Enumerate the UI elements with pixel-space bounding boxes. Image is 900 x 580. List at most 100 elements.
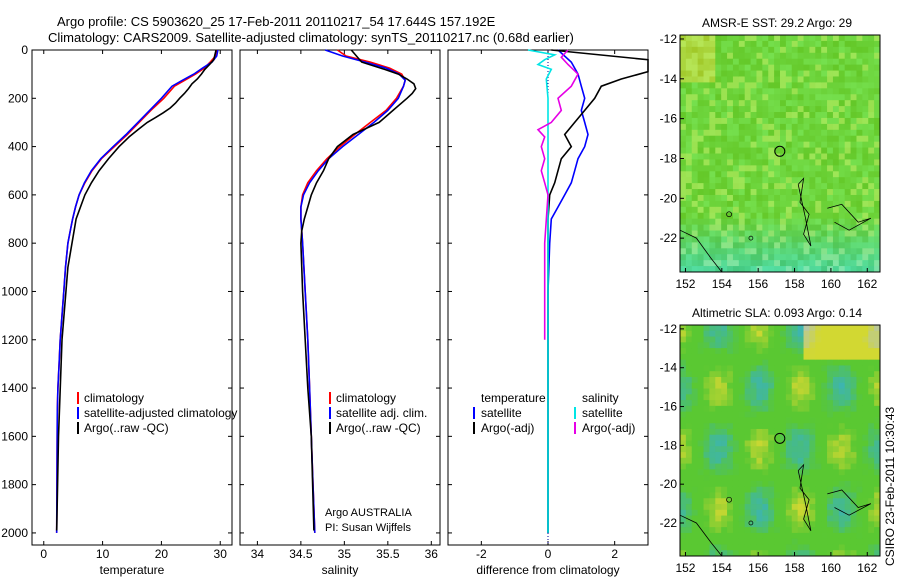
sst-map-cell [750, 141, 757, 149]
sla-map-cell [791, 382, 799, 390]
sst-map-cell [738, 135, 746, 143]
sst-map-cell [780, 117, 787, 125]
sst-map-cell [868, 171, 875, 178]
sla-map-ytick-label: -18 [660, 438, 678, 452]
sla-map-cell [780, 388, 787, 395]
sla-map-cell [703, 527, 710, 534]
sst-map-cell [874, 183, 881, 190]
sla-map-cell [721, 446, 728, 453]
sla-map-cell [727, 475, 734, 482]
sla-map-cell [827, 342, 834, 349]
sla-map-cell [685, 336, 693, 343]
sst-map-xtick-label: 152 [675, 277, 695, 291]
sla-map-cell [732, 353, 740, 361]
sst-map-cell [762, 260, 769, 267]
sla-map-cell [703, 388, 710, 395]
sla-map-cell [732, 359, 740, 366]
sst-map-cell [780, 52, 787, 60]
sla-map-cell [774, 405, 781, 413]
sst-map-cell [827, 129, 834, 137]
salinity-xtick-label: 35.5 [376, 547, 400, 561]
sst-map-cell [868, 58, 875, 66]
sst-map-cell [791, 230, 799, 237]
sst-map-cell [762, 212, 769, 220]
sst-map-cell [721, 117, 728, 125]
sst-map-cell [756, 58, 763, 66]
sla-map-cell [709, 348, 716, 355]
sla-map-cell [721, 538, 728, 545]
sst-map-cell [721, 212, 728, 220]
sst-map-cell [827, 159, 834, 166]
sst-map-cell [697, 206, 705, 214]
sla-map-cell [850, 504, 857, 511]
sst-map-cell [685, 123, 693, 131]
sla-map-cell [697, 434, 705, 442]
sla-map-cell [809, 388, 816, 395]
sla-map-cell [862, 405, 869, 413]
sla-map-cell [874, 428, 881, 436]
sst-map-cell [685, 70, 693, 77]
sla-map-cell [738, 394, 746, 401]
sla-map-cell [750, 452, 757, 459]
sla-map-cell [803, 532, 810, 540]
sst-map-cell [732, 135, 740, 143]
sst-map-cell [815, 212, 822, 220]
sst-map-cell [691, 194, 699, 202]
sst-map-cell [785, 46, 793, 54]
sla-map-cell [785, 538, 793, 545]
sla-map-cell [844, 452, 852, 459]
sla-map-cell [797, 342, 805, 349]
sst-map-cell [727, 76, 734, 83]
sla-map: 152 154 156 158 160 162-12-14-16-18-20-22 [660, 322, 881, 575]
sst-map-cell [874, 165, 881, 172]
sla-map-cell [715, 446, 722, 453]
sst-map-cell [756, 35, 763, 42]
sla-map-cell [709, 353, 716, 361]
sst-map-cell [727, 40, 734, 48]
sla-map-cell [844, 527, 852, 534]
sst-map-cell [838, 159, 846, 166]
sla-map-ytick-label: -12 [660, 322, 678, 336]
sla-map-cell [703, 423, 710, 430]
sla-map-cell [827, 480, 834, 488]
sla-map-cell [768, 348, 775, 355]
sst-map-cell [744, 236, 752, 243]
sst-map-cell [844, 218, 852, 226]
sst-map-cell [721, 230, 728, 237]
sla-map-cell [815, 527, 822, 534]
sla-map-cell [815, 405, 822, 413]
sla-map-cell [680, 411, 687, 418]
sst-map-cell [797, 248, 805, 255]
sst-map-cell [680, 58, 687, 66]
sla-map-cell [862, 348, 869, 355]
sla-map-cell [685, 365, 693, 372]
sst-map-cell [756, 200, 763, 208]
sst-map-cell [697, 230, 705, 237]
sst-map-cell [809, 40, 816, 48]
sst-map-cell [862, 218, 869, 226]
sst-map-cell [750, 135, 757, 143]
sst-map-cell [821, 35, 828, 42]
sst-map-cell [780, 64, 787, 72]
sst-map-cell [785, 224, 793, 232]
sst-map-cell [874, 40, 881, 48]
sst-map-cell [738, 266, 746, 273]
sla-map-cell [780, 365, 787, 372]
sst-map-cell [862, 236, 869, 243]
sla-map-cell [832, 400, 840, 407]
sla-map-cell [685, 400, 693, 407]
sst-map-cell [715, 35, 722, 42]
sst-map-cell [791, 82, 799, 89]
sla-map-cell [727, 538, 734, 545]
sst-map-cell [874, 135, 881, 143]
sst-map-cell [856, 40, 863, 48]
sla-map-cell [732, 394, 740, 401]
sla-map-coastline [679, 514, 723, 557]
sla-map-cell [827, 550, 834, 557]
sla-map-cell [868, 544, 875, 551]
sla-map-cell [738, 446, 746, 453]
sst-map-cell [780, 100, 787, 107]
sla-map-cell [738, 521, 746, 528]
sla-map-cell [738, 440, 746, 447]
sla-map-islet [726, 496, 732, 503]
